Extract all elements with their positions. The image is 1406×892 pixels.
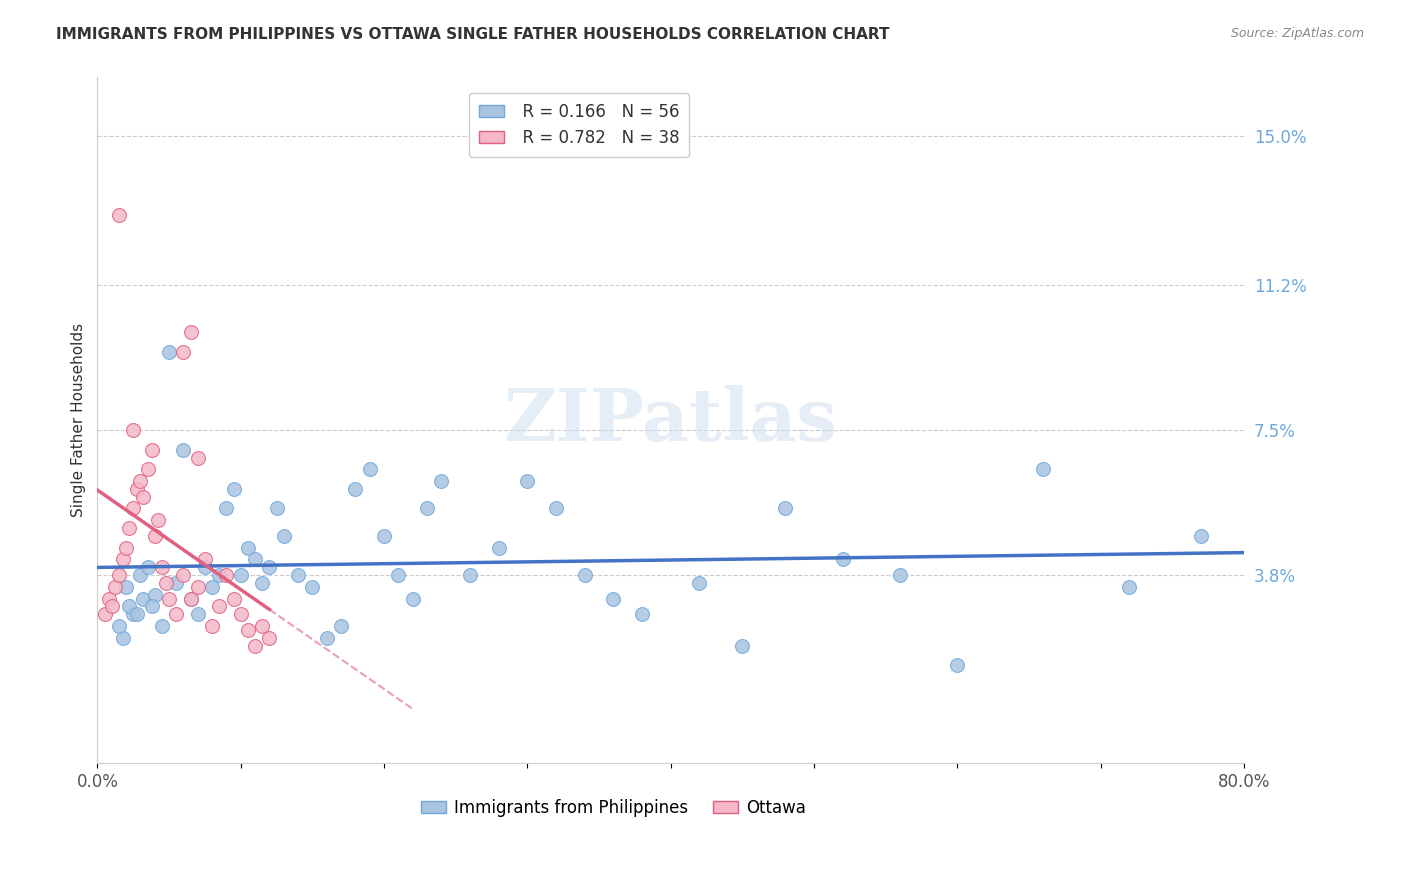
- Text: Source: ZipAtlas.com: Source: ZipAtlas.com: [1230, 27, 1364, 40]
- Point: [143, 588, 166, 602]
- Point: [115, 541, 138, 555]
- Point: [602, 591, 624, 606]
- Point: [273, 529, 295, 543]
- Point: [1032, 462, 1054, 476]
- Point: [141, 442, 163, 457]
- Point: [775, 501, 797, 516]
- Point: [172, 344, 194, 359]
- Legend: Immigrants from Philippines, Ottawa: Immigrants from Philippines, Ottawa: [413, 792, 813, 823]
- Point: [831, 552, 853, 566]
- Point: [201, 619, 224, 633]
- Point: [122, 607, 145, 622]
- Point: [344, 482, 367, 496]
- Point: [146, 513, 169, 527]
- Point: [208, 568, 231, 582]
- Point: [387, 568, 409, 582]
- Point: [259, 631, 281, 645]
- Point: [194, 552, 217, 566]
- Point: [250, 619, 273, 633]
- Point: [631, 607, 654, 622]
- Point: [1118, 580, 1140, 594]
- Point: [157, 591, 180, 606]
- Point: [187, 580, 209, 594]
- Point: [222, 591, 245, 606]
- Point: [243, 639, 266, 653]
- Point: [315, 631, 337, 645]
- Point: [215, 501, 238, 516]
- Y-axis label: Single Father Households: Single Father Households: [72, 323, 86, 517]
- Point: [93, 607, 115, 622]
- Point: [574, 568, 596, 582]
- Point: [301, 580, 323, 594]
- Point: [150, 619, 173, 633]
- Point: [132, 490, 155, 504]
- Point: [201, 580, 224, 594]
- Point: [1189, 529, 1212, 543]
- Point: [222, 482, 245, 496]
- Point: [430, 474, 453, 488]
- Point: [108, 568, 131, 582]
- Point: [127, 607, 149, 622]
- Point: [373, 529, 395, 543]
- Point: [129, 568, 152, 582]
- Point: [546, 501, 568, 516]
- Point: [129, 474, 152, 488]
- Point: [187, 450, 209, 465]
- Point: [172, 442, 194, 457]
- Point: [122, 501, 145, 516]
- Point: [287, 568, 309, 582]
- Point: [359, 462, 381, 476]
- Point: [118, 521, 141, 535]
- Point: [229, 607, 252, 622]
- Point: [330, 619, 353, 633]
- Point: [155, 575, 177, 590]
- Point: [416, 501, 439, 516]
- Point: [127, 482, 149, 496]
- Point: [229, 568, 252, 582]
- Point: [946, 658, 969, 673]
- Point: [97, 591, 120, 606]
- Point: [122, 423, 145, 437]
- Point: [118, 599, 141, 614]
- Point: [688, 575, 710, 590]
- Point: [143, 529, 166, 543]
- Point: [100, 599, 122, 614]
- Point: [112, 552, 135, 566]
- Point: [108, 208, 131, 222]
- Point: [208, 599, 231, 614]
- Point: [236, 623, 259, 637]
- Point: [150, 560, 173, 574]
- Text: IMMIGRANTS FROM PHILIPPINES VS OTTAWA SINGLE FATHER HOUSEHOLDS CORRELATION CHART: IMMIGRANTS FROM PHILIPPINES VS OTTAWA SI…: [56, 27, 890, 42]
- Point: [157, 344, 180, 359]
- Point: [731, 639, 754, 653]
- Point: [488, 541, 510, 555]
- Point: [115, 580, 138, 594]
- Point: [103, 580, 125, 594]
- Point: [187, 607, 209, 622]
- Point: [165, 607, 187, 622]
- Point: [136, 462, 159, 476]
- Point: [180, 325, 202, 339]
- Point: [112, 631, 135, 645]
- Point: [243, 552, 266, 566]
- Point: [402, 591, 425, 606]
- Point: [136, 560, 159, 574]
- Point: [889, 568, 911, 582]
- Point: [165, 575, 187, 590]
- Text: ZIPatlas: ZIPatlas: [503, 384, 838, 456]
- Point: [141, 599, 163, 614]
- Point: [194, 560, 217, 574]
- Point: [180, 591, 202, 606]
- Point: [132, 591, 155, 606]
- Point: [458, 568, 481, 582]
- Point: [259, 560, 281, 574]
- Point: [172, 568, 194, 582]
- Point: [516, 474, 538, 488]
- Point: [266, 501, 288, 516]
- Point: [180, 591, 202, 606]
- Point: [108, 619, 131, 633]
- Point: [250, 575, 273, 590]
- Point: [215, 568, 238, 582]
- Point: [236, 541, 259, 555]
